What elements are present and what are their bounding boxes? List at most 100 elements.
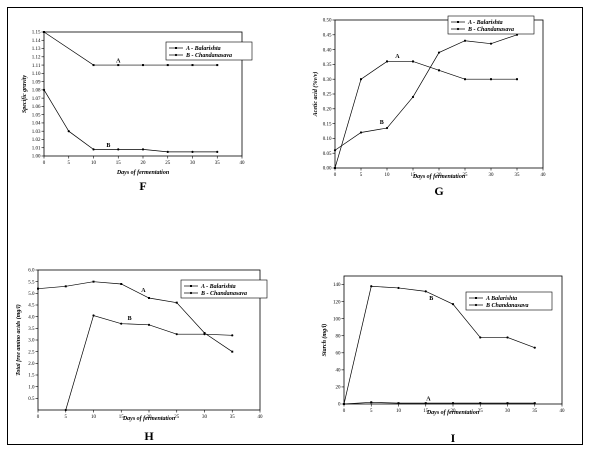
y-tick-label: 0.5 bbox=[28, 397, 35, 402]
y-tick-label: 0.35 bbox=[323, 63, 332, 68]
data-point-B bbox=[342, 402, 346, 406]
data-point-B bbox=[231, 334, 234, 337]
data-point-B bbox=[67, 130, 70, 133]
y-axis-label: Starch (mg/l) bbox=[321, 324, 328, 357]
y-tick-label: 0.45 bbox=[323, 34, 332, 39]
data-point-B bbox=[411, 95, 415, 99]
data-point-B bbox=[166, 150, 169, 153]
x-axis-label: Days of fermentation bbox=[426, 410, 480, 416]
x-tick-label: 40 bbox=[258, 415, 264, 420]
x-tick-label: 35 bbox=[532, 409, 538, 414]
legend-entry: A - Balarishta bbox=[200, 284, 236, 290]
series-line-B bbox=[343, 285, 535, 405]
x-tick-label: 30 bbox=[505, 409, 511, 414]
y-tick-label: 0.10 bbox=[323, 137, 332, 142]
y-tick-label: 5.0 bbox=[28, 292, 35, 297]
y-tick-label: 1.11 bbox=[32, 64, 41, 69]
panel-label: H bbox=[144, 429, 154, 443]
y-tick-label: 0.30 bbox=[323, 78, 332, 83]
y-axis-label: Specific gravity bbox=[22, 75, 28, 113]
x-tick-label: 5 bbox=[360, 173, 363, 178]
y-axis-label: Total free amino acids (mg/l) bbox=[16, 304, 22, 375]
y-tick-label: 1.10 bbox=[32, 72, 41, 77]
y-axis-label: Acetic acid (%v/v) bbox=[312, 72, 319, 118]
x-tick-label: 10 bbox=[385, 173, 391, 178]
y-tick-label: 0.00 bbox=[323, 167, 332, 172]
data-point-A bbox=[370, 401, 373, 404]
data-point-A bbox=[216, 64, 219, 67]
x-tick-label: 30 bbox=[202, 415, 208, 420]
series-label-A: A bbox=[141, 288, 146, 294]
legend-entry: B - Chandanasava bbox=[185, 53, 232, 59]
data-point-A bbox=[360, 78, 362, 81]
y-tick-label: 0.50 bbox=[323, 19, 332, 24]
data-point-B bbox=[175, 333, 178, 336]
series-line-B bbox=[334, 34, 518, 151]
data-point-A bbox=[231, 350, 234, 353]
chart-I: 0 5 10 15 20 25 30 35 40 0 20 40 60 80 100 120 140 Days o… bbox=[321, 275, 565, 445]
panel-label: G bbox=[434, 184, 443, 198]
y-tick-label: 0.20 bbox=[323, 108, 332, 113]
data-point-A bbox=[166, 64, 169, 67]
legend-marker bbox=[174, 53, 178, 57]
data-point-A bbox=[334, 167, 336, 169]
series-label-B: B bbox=[106, 143, 110, 149]
data-point-B bbox=[216, 150, 219, 153]
y-tick-label: 1.07 bbox=[32, 97, 41, 102]
data-point-A bbox=[386, 60, 388, 63]
y-tick-label: 1.02 bbox=[32, 138, 41, 143]
y-tick-label: 0 bbox=[338, 403, 341, 408]
y-tick-label: 1.09 bbox=[32, 80, 41, 85]
x-tick-label: 0 bbox=[343, 409, 346, 414]
series-line-A bbox=[37, 281, 233, 352]
x-tick-label: 20 bbox=[141, 161, 147, 166]
x-tick-label: 40 bbox=[240, 161, 246, 166]
legend-marker bbox=[190, 285, 192, 287]
y-tick-label: 60 bbox=[336, 352, 342, 357]
y-tick-label: 1.04 bbox=[32, 122, 41, 127]
legend-marker bbox=[189, 291, 193, 295]
y-tick-label: 6.0 bbox=[28, 269, 35, 274]
x-tick-label: 25 bbox=[463, 173, 469, 178]
x-tick-label: 20 bbox=[147, 415, 153, 420]
x-tick-label: 5 bbox=[65, 415, 68, 420]
legend-entry: A - Balarishta bbox=[185, 46, 221, 52]
y-tick-label: 0.05 bbox=[323, 152, 332, 157]
y-tick-label: 2.0 bbox=[28, 362, 35, 367]
data-point-B bbox=[191, 150, 194, 153]
series-label-A: A bbox=[116, 59, 121, 65]
data-point-B bbox=[42, 88, 46, 91]
panel-label: I bbox=[451, 431, 456, 445]
data-point-A bbox=[92, 280, 95, 283]
x-tick-label: 20 bbox=[437, 173, 443, 178]
data-point-B bbox=[533, 346, 536, 349]
y-tick-label: 1.5 bbox=[28, 374, 35, 379]
legend-box bbox=[165, 41, 253, 61]
legend-entry: B - Chandanasava bbox=[200, 291, 247, 297]
chart-panel-I: 0 5 10 15 20 25 30 35 40 0 20 40 60 80 100 120 140 Days o… bbox=[314, 262, 574, 451]
x-tick-label: 25 bbox=[478, 409, 484, 414]
x-tick-label: 10 bbox=[396, 409, 402, 414]
data-point-B bbox=[64, 408, 67, 412]
data-point-A bbox=[148, 297, 150, 299]
legend-marker bbox=[457, 21, 459, 23]
y-tick-label: 4.5 bbox=[28, 304, 35, 309]
legend-marker bbox=[175, 47, 177, 49]
data-point-A bbox=[438, 69, 440, 72]
x-tick-label: 35 bbox=[515, 173, 521, 178]
y-tick-label: 0.15 bbox=[323, 122, 332, 127]
x-tick-label: 20 bbox=[451, 409, 457, 414]
x-tick-label: 15 bbox=[423, 409, 429, 414]
chart-panel-H: 0 5 10 15 20 25 30 35 40 0.5 1.0 1.5 2.0 2.5 3.0 3.5 4.0… bbox=[15, 262, 276, 451]
y-tick-label: 1.0 bbox=[28, 385, 35, 390]
y-tick-label: 40 bbox=[336, 369, 342, 374]
series-line-B bbox=[43, 89, 218, 153]
x-tick-label: 30 bbox=[489, 173, 495, 178]
legend-marker bbox=[456, 27, 460, 31]
series-label-B: B bbox=[429, 296, 433, 302]
data-point-B bbox=[333, 149, 337, 152]
legend-entry: B Chandanasava bbox=[485, 303, 529, 309]
